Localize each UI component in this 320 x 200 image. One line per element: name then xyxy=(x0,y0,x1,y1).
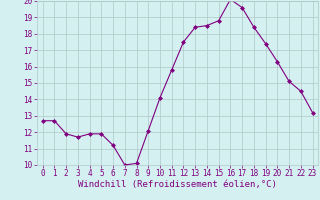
X-axis label: Windchill (Refroidissement éolien,°C): Windchill (Refroidissement éolien,°C) xyxy=(78,180,277,189)
